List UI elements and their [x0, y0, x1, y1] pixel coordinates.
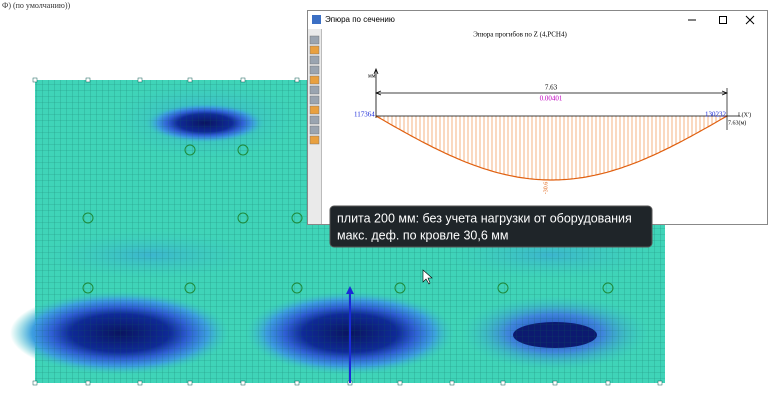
value-label: 0.00401 — [540, 95, 563, 103]
tooltip-line: макс. деф. по кровле 30,6 мм — [337, 228, 508, 242]
mesh-node — [605, 380, 611, 386]
x-axis-label: L(X') — [738, 111, 751, 118]
close-button[interactable] — [745, 15, 755, 25]
column-node — [184, 144, 196, 156]
column-node — [184, 282, 196, 294]
column-node — [237, 212, 249, 224]
diagram-title: Эпюра прогибов по Z (4,РСН4) — [473, 31, 567, 39]
mesh-node — [397, 380, 403, 386]
maximize-button[interactable] — [719, 16, 727, 24]
column-node — [291, 212, 303, 224]
length-unit: 7.63(м) — [728, 119, 746, 126]
length-label: 7.63 — [545, 84, 558, 92]
column-node — [497, 282, 509, 294]
mesh-node — [552, 380, 558, 386]
y-axis-arrow — [373, 67, 379, 75]
toolbar-buttons — [309, 35, 320, 145]
start-node: 117364 — [354, 111, 375, 119]
y-unit: мм — [368, 73, 376, 79]
tooltip-box — [329, 205, 653, 248]
max-label: -30.6 — [543, 182, 549, 195]
end-node: 130232 — [705, 111, 727, 119]
column-node — [82, 282, 94, 294]
tool-button[interactable] — [309, 125, 320, 135]
tool-button[interactable] — [309, 85, 320, 95]
tool-button[interactable] — [309, 45, 320, 55]
tool-button[interactable] — [309, 35, 320, 45]
tool-button[interactable] — [309, 65, 320, 75]
cursor — [422, 269, 433, 285]
mesh-node — [85, 380, 91, 386]
mesh-node — [187, 380, 193, 386]
window: Эпюра по сечению Эпюра прогибов по Z (4,… — [307, 10, 768, 225]
mesh-node — [294, 380, 300, 386]
tooltip: плита 200 мм: без учета нагрузки от обор… — [329, 205, 653, 248]
column-node — [291, 282, 303, 294]
mesh-node — [85, 77, 91, 83]
tool-button[interactable] — [309, 75, 320, 85]
column-node — [237, 144, 249, 156]
tool-button[interactable] — [309, 135, 320, 145]
mesh-node — [137, 77, 143, 83]
mesh-node — [294, 77, 300, 83]
curve-line — [375, 115, 728, 181]
tool-button[interactable] — [309, 55, 320, 65]
mesh-node — [240, 380, 246, 386]
mesh-node — [137, 380, 143, 386]
tool-button[interactable] — [309, 105, 320, 115]
mesh-node — [32, 380, 38, 386]
mesh-node — [240, 77, 246, 83]
column-node — [394, 282, 406, 294]
mesh-node — [187, 77, 193, 83]
mesh-node — [657, 380, 663, 386]
mesh-node — [32, 77, 38, 83]
tooltip-line: плита 200 мм: без учета нагрузки от обор… — [337, 211, 632, 225]
mesh-node — [500, 380, 506, 386]
window-frame — [307, 10, 768, 225]
arrow-head — [346, 286, 354, 294]
window-icon — [312, 15, 321, 24]
title-bar — [308, 11, 767, 29]
tool-button[interactable] — [309, 115, 320, 125]
window-title: Эпюра по сечению — [325, 15, 395, 24]
column-node — [602, 282, 614, 294]
tool-button[interactable] — [309, 95, 320, 105]
header-text: Ф) (по умолчанию)) — [2, 1, 71, 10]
mesh-node — [449, 380, 455, 386]
deflection-curve — [375, 115, 728, 181]
column-node — [82, 212, 94, 224]
